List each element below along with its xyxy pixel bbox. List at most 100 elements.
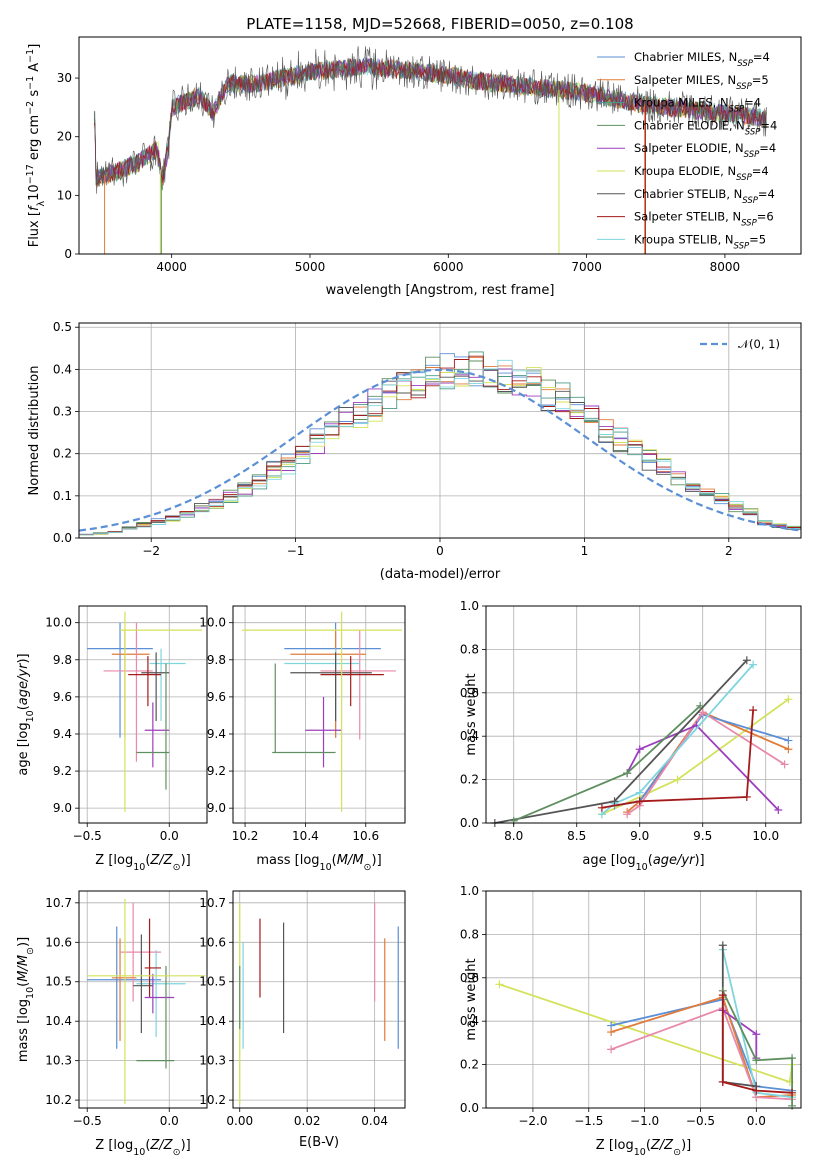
y-tick-label: 1.0 (460, 599, 479, 613)
x-tick-label: 1 (581, 544, 589, 558)
y-tick-label: 10.0 (199, 616, 226, 630)
spectrum-lines (93, 46, 767, 254)
y-axis-label: age [log10(age/yr)] (16, 653, 36, 775)
y-tick-label: 0.2 (460, 1058, 479, 1072)
mass-vs-reddening-panel: 0.00 0.02 0.04 10.2 10.3 10.4 10.5 10.6 10.7 E(B-… (199, 890, 406, 1150)
series-marker (749, 706, 758, 715)
x-tick-label: 0.00 (226, 1114, 253, 1128)
spectrum-line (93, 46, 767, 194)
plot-frame (78, 36, 802, 255)
x-tick-label: 9.0 (630, 829, 649, 843)
x-tick-label: −1 (287, 544, 305, 558)
grid (486, 605, 801, 824)
series-path (721, 990, 793, 1106)
series-path (610, 998, 793, 1092)
y-tick-label: 20 (57, 130, 72, 144)
y-tick-label: 9.2 (207, 764, 226, 778)
y-tick-label: 10.6 (199, 935, 226, 949)
plot-frame (485, 605, 802, 824)
y-tick-label: 10.5 (45, 975, 72, 989)
x-tick-label: 8.0 (504, 829, 523, 843)
errorbar-point (120, 611, 203, 812)
y-tick-label: 9.2 (53, 764, 72, 778)
series-marker (788, 1101, 797, 1110)
errorbar-point (305, 696, 342, 768)
y-tick-label: 0.4 (460, 1014, 479, 1028)
spectrum-panel: 4000 5000 6000 7000 8000 0 10 20 30 wavelength [A… (25, 36, 802, 298)
errorbar-point (242, 611, 402, 812)
x-tick-label: 5000 (295, 260, 326, 274)
y-tick-label: 9.6 (207, 690, 226, 704)
series-line (607, 993, 797, 1102)
y-tick-label: 9.4 (207, 727, 226, 741)
y-tick-label: 0.6 (460, 971, 479, 985)
series-path (626, 724, 779, 811)
series-marker (635, 797, 644, 806)
legend-label: Kroupa ELODIE, NSSP=4 (634, 164, 769, 183)
y-tick-label: 0.2 (53, 447, 72, 461)
y-tick-label: 0.8 (460, 927, 479, 941)
series-path (601, 664, 754, 815)
x-tick-label: −2 (142, 544, 160, 558)
y-axis-label: mass weight (464, 958, 479, 1040)
x-tick-label: 0 (436, 544, 444, 558)
series-marker (718, 1077, 727, 1086)
x-axis-label: (data-model)/error (380, 567, 501, 582)
x-tick-label: 10.2 (232, 829, 259, 843)
x-tick-label: −0.5 (73, 829, 102, 843)
series-marker (752, 1086, 761, 1095)
y-tick-label: 30 (57, 71, 72, 85)
x-axis-label: age [log10(age/yr)] (582, 853, 704, 873)
errorbar-point (103, 622, 153, 762)
legend-label: Chabrier ELODIE, NSSP=4 (634, 118, 777, 137)
series-marker (610, 797, 619, 806)
series-marker (635, 745, 644, 754)
y-tick-label: 1.0 (460, 884, 479, 898)
errorbar-point (144, 918, 162, 998)
y-tick-label: 9.4 (53, 727, 72, 741)
series-marker (742, 656, 751, 665)
x-axis-label: Z [log10(Z/Z⊙)] (596, 1138, 691, 1158)
errorbar-point (320, 630, 396, 740)
errorbar-point (111, 630, 150, 738)
y-tick-label: 10.3 (45, 1054, 72, 1068)
series-marker (607, 1028, 616, 1037)
x-tick-label: 6000 (433, 260, 464, 274)
legend-label: Salpeter MILES, NSSP=5 (634, 73, 769, 92)
series-marker (742, 792, 751, 801)
errorbars (87, 898, 206, 1105)
series-marker (698, 708, 707, 717)
errorbar-point (144, 702, 170, 768)
series-line (718, 945, 797, 1102)
series-path (721, 995, 793, 1094)
x-tick-label: 8000 (710, 260, 741, 274)
x-tick-label: 0.02 (294, 1114, 321, 1128)
x-axis-label: wavelength [Angstrom, rest frame] (326, 283, 555, 298)
y-tick-label: 9.8 (53, 653, 72, 667)
series-marker (788, 1088, 797, 1097)
x-tick-label: −0.5 (73, 1114, 102, 1128)
weight-vs-metallicity-panel: −2.0 −1.5 −1.0 −0.5 0.0 0.0 0.2 0.4 0.6 0.8 1.0 Z [… (460, 884, 802, 1158)
weight-series (490, 656, 793, 827)
legend-label: Salpeter STELIB, NSSP=6 (634, 210, 774, 229)
series-line (597, 706, 758, 812)
x-tick-label: 8.5 (567, 829, 586, 843)
x-tick-label: 4000 (156, 260, 187, 274)
y-axis-label: Normed distribution (27, 366, 42, 496)
series-marker (752, 1030, 761, 1039)
y-tick-label: 0.5 (53, 320, 72, 334)
series-line (607, 995, 797, 1095)
errorbar-point (290, 652, 372, 721)
series-line (718, 991, 797, 1097)
weight-series (495, 941, 797, 1110)
y-axis-label: mass weight (464, 673, 479, 755)
series-path (610, 996, 793, 1099)
errorbar-point (136, 965, 175, 1069)
errorbar-point (320, 656, 384, 707)
x-tick-label: 0.0 (160, 1114, 179, 1128)
errorbar-point (272, 663, 336, 754)
y-tick-label: 10.0 (45, 616, 72, 630)
errorbar-point (284, 622, 381, 738)
y-tick-label: 0.0 (460, 816, 479, 830)
y-tick-label: 0.0 (460, 1101, 479, 1115)
